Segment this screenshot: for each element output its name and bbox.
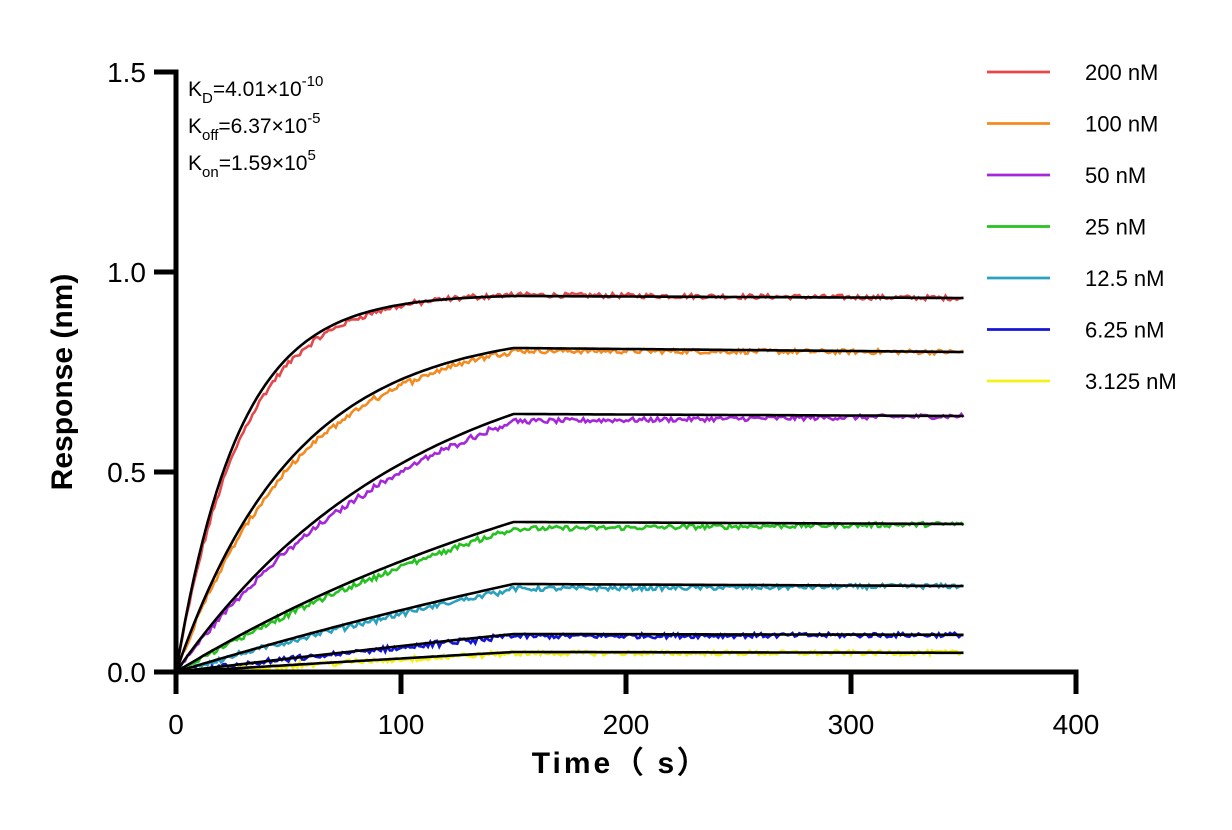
legend-label: 50 nM <box>1085 163 1146 188</box>
fit-curve-6 <box>175 650 964 674</box>
constant-symbol: K <box>188 115 202 138</box>
legend-label: 3.125 nM <box>1085 369 1177 394</box>
x-tick-label: 300 <box>828 709 875 740</box>
constant-value: =4.01×10 <box>213 78 302 101</box>
fit-curve-4 <box>175 582 964 674</box>
fit-curve-1 <box>174 346 964 673</box>
constant-exponent: 5 <box>307 147 315 164</box>
constant-exponent: -10 <box>302 73 324 90</box>
x-axis-title: Time（ s） <box>532 746 711 780</box>
legend-label: 6.25 nM <box>1085 318 1165 343</box>
constant-value: =1.59×10 <box>219 152 308 175</box>
constant-symbol: K <box>188 152 202 175</box>
legend-label: 100 nM <box>1085 112 1158 137</box>
y-ticks: 0.0 0.5 1.0 1.5 <box>107 57 176 688</box>
fit-curve-0 <box>174 294 964 673</box>
x-tick-label: 400 <box>1053 709 1100 740</box>
fit-curve-3 <box>175 520 964 674</box>
data-series-2 <box>174 411 965 673</box>
y-axis-title: Response (nm) <box>46 274 79 491</box>
y-tick-label: 0.5 <box>107 457 146 488</box>
kinetic-constant-label: Kon=1.59×105 <box>188 147 316 181</box>
legend: 200 nM 100 nM 50 nM 25 nM 12.5 nM 6.25 nM 3.12… <box>987 60 1177 394</box>
legend-label: 200 nM <box>1085 60 1158 85</box>
x-tick-label: 0 <box>168 709 184 740</box>
x-tick-label: 100 <box>378 709 425 740</box>
legend-label: 12.5 nM <box>1085 266 1165 291</box>
constant-exponent: -5 <box>307 110 320 127</box>
fit-curve-5 <box>175 632 964 674</box>
y-tick-label: 0.0 <box>107 657 146 688</box>
constant-subscript: off <box>202 127 219 144</box>
kinetic-constant-label: KD=4.01×10-10 <box>188 73 323 107</box>
data-series-1 <box>174 346 964 673</box>
legend-label: 25 nM <box>1085 215 1146 240</box>
fit-curve-2 <box>174 412 964 673</box>
y-tick-label: 1.0 <box>107 257 146 288</box>
constant-symbol: K <box>188 78 202 101</box>
curves-layer <box>174 290 965 674</box>
x-ticks: 0 100 200 300 400 <box>168 672 1099 740</box>
x-tick-label: 200 <box>603 709 650 740</box>
constant-value: =6.37×10 <box>218 115 307 138</box>
constant-subscript: on <box>202 164 219 181</box>
kinetic-constant-label: Koff=6.37×10-5 <box>188 110 321 144</box>
y-tick-label: 1.5 <box>107 57 146 88</box>
constant-subscript: D <box>202 90 213 107</box>
data-series-4 <box>175 581 964 674</box>
